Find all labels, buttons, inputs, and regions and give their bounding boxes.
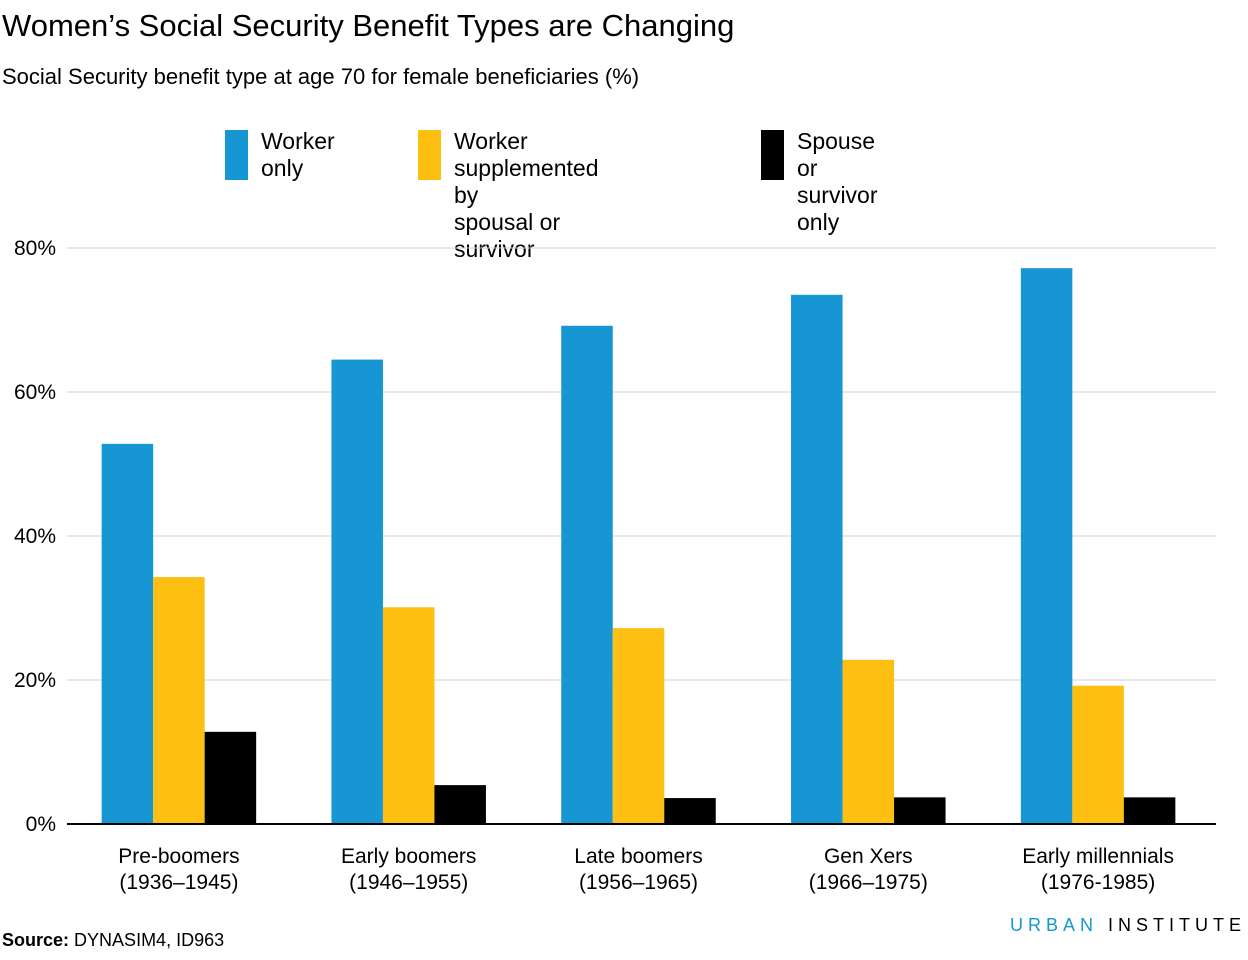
- bar-4-series-2: [842, 659, 895, 824]
- bar-2-series-2: [382, 607, 435, 824]
- y-tick-label-80: 80%: [14, 237, 56, 260]
- x-tick-label-4-line-2: (1966–1975): [809, 871, 928, 894]
- y-tick-label-20: 20%: [14, 669, 56, 692]
- legend-swatch-worker-only: [225, 130, 248, 180]
- bar-5-series-2: [1072, 685, 1124, 824]
- bar-5-series-1: [1020, 268, 1073, 824]
- x-tick-label-5-line-2: (1976-1985): [1041, 871, 1155, 894]
- bar-4-series-3: [894, 797, 946, 824]
- logo-word-urban: URBAN: [1009, 915, 1098, 935]
- legend-label-spouse-survivor: Spouse or survivor only: [797, 128, 878, 235]
- bar-3-series-2: [612, 628, 665, 824]
- x-tick-label-5-line-1: Early millennials: [1022, 845, 1174, 868]
- bar-3-series-1: [561, 325, 613, 824]
- source-text: DYNASIM4, ID963: [74, 930, 225, 950]
- bar-5-series-3: [1123, 797, 1176, 824]
- bar-2-series-1: [331, 359, 383, 824]
- legend-label-worker-supplemented: Worker supplemented by spousal or surviv…: [454, 128, 599, 262]
- source-label: Source:: [2, 930, 70, 950]
- x-tick-label-2-line-1: Early boomers: [341, 845, 476, 868]
- logo-word-institute: INSTITUTE: [1108, 915, 1246, 935]
- x-tick-label-1-line-1: Pre-boomers: [118, 845, 239, 868]
- legend-label-worker-only: Worker only: [261, 128, 335, 181]
- x-tick-label-3-line-1: Late boomers: [574, 845, 702, 868]
- x-tick-label-2-line-2: (1946–1955): [349, 871, 468, 894]
- y-tick-label-40: 40%: [14, 525, 56, 548]
- x-tick-label-4-line-1: Gen Xers: [824, 845, 913, 868]
- bar-1-series-2: [153, 577, 205, 824]
- bar-1-series-3: [204, 731, 257, 824]
- legend-swatch-spouse-survivor: [761, 130, 784, 180]
- chart-title: Women’s Social Security Benefit Types ar…: [2, 8, 735, 43]
- chart-subtitle: Social Security benefit type at age 70 f…: [2, 64, 640, 89]
- x-tick-label-1-line-2: (1936–1945): [119, 871, 238, 894]
- bar-4-series-1: [791, 294, 843, 824]
- bar-2-series-3: [434, 785, 486, 824]
- urban-institute-logo: URBAN INSTITUTE: [1010, 915, 1246, 936]
- x-tick-label-3-line-2: (1956–1965): [579, 871, 698, 894]
- bar-1-series-1: [101, 443, 154, 824]
- source-note: Source: DYNASIM4, ID963: [2, 928, 224, 952]
- bar-3-series-3: [664, 798, 716, 824]
- y-tick-label-0: 0%: [26, 813, 56, 836]
- y-tick-label-60: 60%: [14, 381, 56, 404]
- legend-swatch-worker-supplemented: [418, 130, 441, 180]
